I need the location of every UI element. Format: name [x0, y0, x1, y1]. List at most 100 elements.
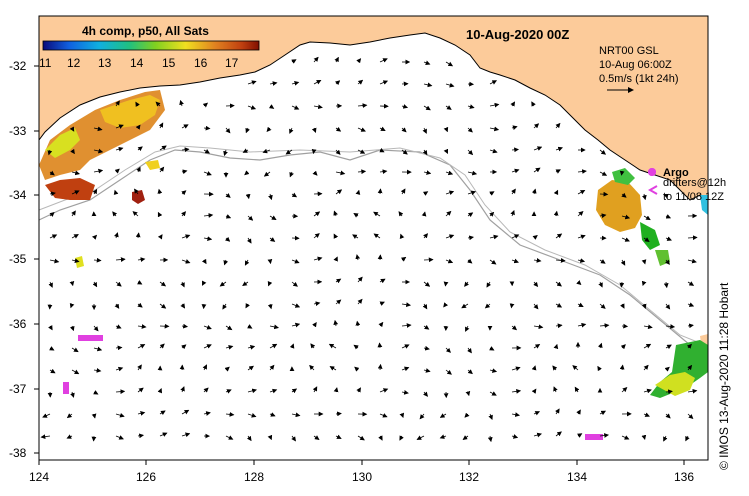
current-arrow-icon: [225, 325, 233, 331]
current-arrow-icon: [269, 343, 278, 349]
current-arrow-icon: [136, 166, 141, 173]
current-arrow-icon: [599, 410, 607, 416]
current-arrow-icon: [157, 388, 163, 394]
current-arrow-icon: [354, 366, 360, 372]
current-arrow-icon: [49, 234, 58, 239]
current-arrow-icon: [312, 322, 317, 328]
current-arrow-icon: [40, 434, 51, 440]
current-arrow-icon: [115, 345, 123, 351]
current-arrow-icon: [203, 149, 210, 154]
current-arrow-icon: [115, 366, 124, 372]
current-arrow-icon: [533, 258, 542, 263]
current-arrow-icon: [291, 303, 301, 308]
drifter-marker-icon: [647, 185, 658, 195]
current-arrow-icon: [531, 101, 536, 107]
current-arrow-icon: [643, 343, 652, 349]
sst-patches: [39, 90, 708, 398]
current-arrow-icon: [377, 188, 383, 195]
current-arrow-icon: [465, 325, 470, 332]
current-arrow-icon: [487, 435, 493, 443]
current-arrow-icon: [179, 99, 184, 107]
current-arrow-icon: [665, 389, 673, 395]
current-arrow-icon: [335, 149, 341, 155]
current-arrow-icon: [135, 232, 141, 239]
current-arrow-icon: [619, 364, 625, 371]
y-tick-label: -32: [9, 59, 27, 73]
current-arrow-icon: [489, 391, 497, 396]
current-arrow-icon: [379, 58, 388, 63]
current-arrow-icon: [379, 169, 388, 175]
current-arrow-icon: [599, 213, 607, 219]
current-arrow-icon: [219, 281, 227, 287]
current-arrow-icon: [333, 387, 339, 393]
current-arrow-icon: [511, 412, 520, 417]
x-axis: 124 126 128 130 132 134 136: [29, 460, 694, 484]
current-arrow-icon: [313, 104, 323, 110]
current-arrow-icon: [399, 412, 405, 418]
current-arrow-icon: [225, 236, 231, 242]
current-arrow-icon: [71, 234, 79, 239]
current-arrow-icon: [244, 259, 250, 266]
current-arrow-icon: [267, 258, 273, 265]
current-arrow-icon: [47, 149, 53, 156]
current-arrow-icon: [419, 413, 425, 420]
current-arrow-icon: [353, 344, 359, 350]
current-arrow-icon: [333, 319, 339, 327]
current-arrow-icon: [423, 60, 431, 65]
current-arrow-icon: [665, 344, 672, 350]
current-arrow-icon: [574, 386, 580, 393]
current-arrow-icon: [137, 411, 146, 416]
current-arrow-icon: [423, 233, 429, 239]
current-arrow-icon: [511, 434, 519, 439]
current-arrow-icon: [687, 388, 698, 394]
current-arrow-icon: [621, 435, 630, 440]
current-arrow-icon: [137, 364, 142, 371]
current-arrow-icon: [443, 281, 449, 287]
current-arrow-icon: [379, 301, 385, 306]
current-arrow-icon: [621, 192, 627, 198]
argo-label: Argo: [663, 167, 689, 179]
current-arrow-icon: [467, 170, 478, 176]
current-arrow-icon: [291, 412, 301, 418]
current-arrow-icon: [159, 166, 165, 173]
current-arrow-icon: [467, 149, 474, 156]
current-arrow-icon: [159, 410, 166, 416]
current-arrow-icon: [203, 411, 211, 416]
current-arrow-icon: [269, 237, 276, 242]
current-arrow-icon: [247, 215, 254, 221]
current-arrow-icon: [159, 432, 168, 437]
current-arrow-icon: [335, 299, 342, 305]
current-arrow-icon: [664, 366, 670, 372]
current-arrow-icon: [533, 123, 540, 129]
current-arrow-icon: [422, 127, 427, 134]
current-arrow-icon: [247, 80, 257, 85]
current-arrow-icon: [621, 214, 631, 220]
current-arrow-icon: [70, 391, 75, 398]
current-arrow-icon: [181, 234, 191, 239]
current-arrow-icon: [461, 303, 469, 309]
current-arrow-icon: [621, 237, 630, 242]
current-arrow-icon: [599, 259, 606, 264]
current-arrow-icon: [115, 324, 122, 329]
current-arrow-icon: [379, 278, 386, 284]
x-tick-label: 124: [29, 470, 49, 484]
current-arrow-icon: [313, 435, 320, 440]
current-arrow-icon: [597, 342, 603, 349]
current-arrow-icon: [467, 190, 477, 196]
current-arrow-icon: [511, 234, 520, 239]
current-arrow-icon: [643, 215, 651, 221]
current-arrow-icon: [379, 413, 388, 418]
current-arrow-icon: [467, 235, 474, 241]
current-arrow-icon: [423, 281, 431, 287]
current-arrow-icon: [285, 149, 293, 155]
current-arrow-icon: [181, 344, 187, 350]
current-arrow-icon: [159, 145, 167, 151]
current-arrow-icon: [203, 213, 214, 218]
current-arrow-icon: [533, 146, 543, 151]
current-arrow-icon: [401, 104, 409, 109]
current-vector-field: [40, 56, 698, 443]
current-arrow-icon: [203, 171, 212, 176]
current-arrow-icon: [203, 325, 212, 330]
current-arrow-icon: [555, 303, 563, 308]
current-arrow-icon: [445, 82, 455, 88]
